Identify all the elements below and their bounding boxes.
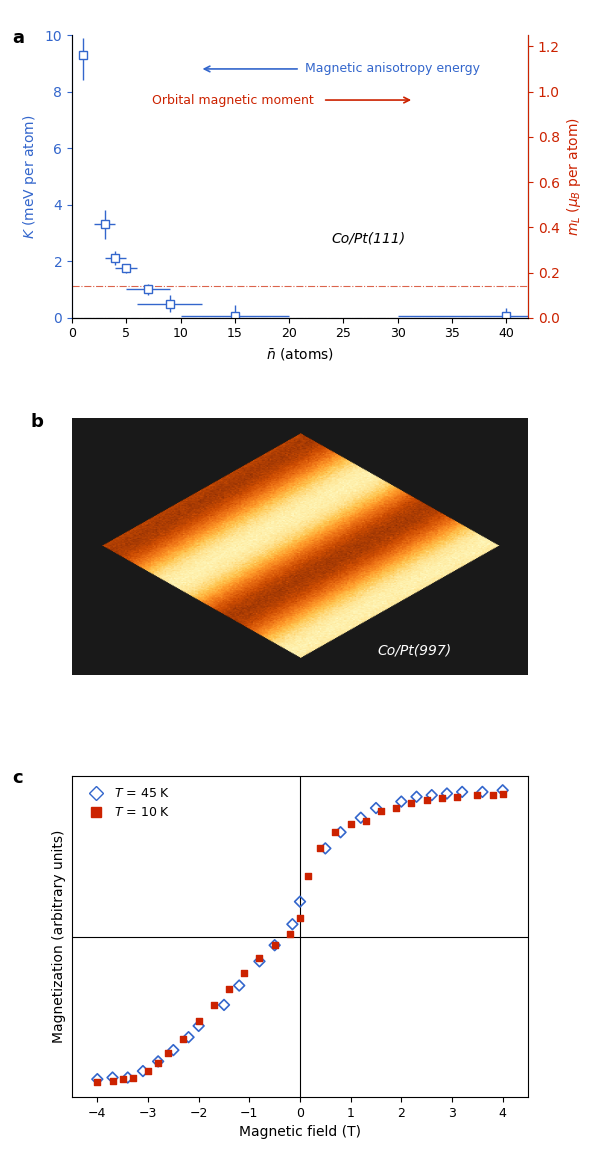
$T$ = 45 K [254, 952, 264, 971]
$T$ = 10 K [316, 839, 325, 858]
$T$ = 10 K [331, 823, 340, 841]
$T$ = 10 K [194, 1012, 203, 1030]
$T$ = 45 K [184, 1028, 193, 1047]
$T$ = 10 K [209, 995, 218, 1014]
$T$ = 45 K [356, 809, 365, 827]
$T$ = 10 K [437, 789, 446, 808]
$T$ = 10 K [179, 1029, 188, 1048]
$T$ = 10 K [303, 866, 313, 885]
$T$ = 10 K [239, 963, 249, 981]
$T$ = 45 K [397, 792, 406, 811]
$T$ = 45 K [412, 788, 421, 806]
$T$ = 10 K [473, 785, 482, 804]
Text: Magnetic anisotropy energy: Magnetic anisotropy energy [305, 63, 479, 76]
Legend: $T$ = 45 K, $T$ = 10 K: $T$ = 45 K, $T$ = 10 K [78, 782, 176, 824]
Text: b: b [31, 413, 44, 431]
$T$ = 45 K [92, 1070, 102, 1089]
$T$ = 45 K [169, 1041, 178, 1060]
$T$ = 45 K [457, 783, 467, 802]
X-axis label: $\bar{n}$ (atoms): $\bar{n}$ (atoms) [266, 347, 334, 362]
Y-axis label: Magnetization (arbitrary units): Magnetization (arbitrary units) [52, 830, 67, 1043]
$T$ = 45 K [320, 839, 330, 858]
$T$ = 45 K [219, 995, 229, 1014]
X-axis label: Magnetic field (T): Magnetic field (T) [239, 1125, 361, 1139]
$T$ = 10 K [128, 1068, 137, 1086]
$T$ = 10 K [270, 936, 280, 955]
$T$ = 10 K [154, 1054, 163, 1072]
$T$ = 10 K [295, 908, 305, 927]
$T$ = 45 K [295, 893, 305, 911]
Text: c: c [13, 769, 23, 788]
$T$ = 45 K [154, 1053, 163, 1071]
Text: Orbital magnetic moment: Orbital magnetic moment [152, 93, 314, 106]
$T$ = 45 K [478, 783, 487, 802]
$T$ = 10 K [422, 790, 431, 809]
$T$ = 45 K [498, 781, 508, 799]
$T$ = 45 K [235, 977, 244, 995]
$T$ = 10 K [224, 979, 234, 998]
$T$ = 45 K [287, 915, 297, 934]
$T$ = 45 K [138, 1062, 148, 1081]
$T$ = 10 K [118, 1070, 127, 1089]
$T$ = 45 K [270, 936, 280, 955]
$T$ = 10 K [346, 815, 355, 833]
$T$ = 10 K [452, 788, 462, 806]
$T$ = 10 K [488, 785, 497, 804]
$T$ = 10 K [143, 1062, 153, 1081]
$T$ = 10 K [163, 1044, 173, 1063]
Text: Co/Pt(111): Co/Pt(111) [331, 231, 406, 245]
Y-axis label: $m_L$ ($\mu_B$ per atom): $m_L$ ($\mu_B$ per atom) [565, 117, 583, 236]
$T$ = 45 K [442, 784, 452, 803]
$T$ = 10 K [92, 1072, 102, 1091]
$T$ = 10 K [108, 1071, 118, 1090]
$T$ = 45 K [108, 1068, 118, 1086]
$T$ = 10 K [361, 811, 371, 830]
$T$ = 45 K [371, 798, 381, 817]
$T$ = 10 K [285, 924, 295, 943]
$T$ = 45 K [194, 1016, 203, 1035]
$T$ = 45 K [336, 823, 346, 841]
$T$ = 10 K [407, 794, 416, 812]
Text: Co/Pt(997): Co/Pt(997) [377, 644, 451, 658]
$T$ = 45 K [427, 785, 437, 804]
$T$ = 10 K [376, 802, 386, 820]
$T$ = 10 K [254, 949, 264, 967]
$T$ = 10 K [498, 784, 508, 803]
Text: a: a [13, 29, 25, 48]
$T$ = 45 K [123, 1068, 133, 1086]
$T$ = 10 K [391, 798, 401, 817]
Y-axis label: $K$ (meV per atom): $K$ (meV per atom) [21, 114, 39, 238]
